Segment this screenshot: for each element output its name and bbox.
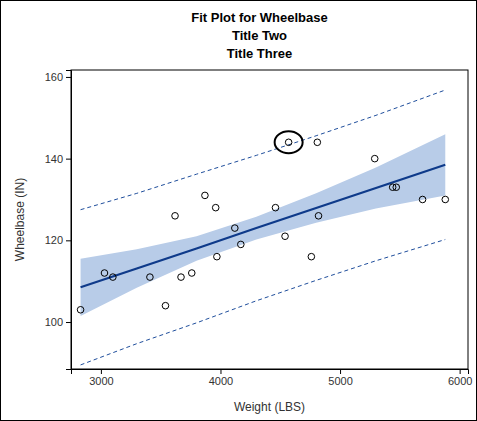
tick-mark [220,369,221,374]
point [101,270,108,277]
tick-label: 3000 [89,375,113,387]
point [110,274,117,281]
outer-border [1,1,477,421]
point [202,192,209,199]
confidence-band [81,134,446,316]
tick-mark [66,159,71,160]
tick: 120 [45,234,71,246]
plot-frame [71,70,468,369]
fit-line [81,165,446,288]
y-axis-title: Wheelbase (IN) [13,178,27,261]
point [315,213,322,220]
point [393,184,400,191]
tick-label: 6000 [448,375,472,387]
x-axis: 3000 4000 5000 6000 [72,369,473,387]
axis-line [72,370,469,375]
tick-mark [66,322,71,323]
tick-mark [460,369,461,374]
tick-mark [66,77,71,78]
point [77,306,84,313]
tick-mark [340,369,341,374]
point [232,225,239,232]
highlight-ellipse [275,131,303,153]
y-axis: 100 120 140 160 [45,71,72,370]
point [188,270,195,277]
tick: 6000 [448,369,472,387]
tick: 3000 [89,369,113,387]
tick-label: 100 [45,316,63,328]
point [238,241,245,248]
point [272,204,279,211]
title: Fit Plot for Wheelbase [191,10,328,25]
tick-mark [66,240,71,241]
prediction-limit [81,90,446,210]
tick-label: 120 [45,234,63,246]
axis-line [66,71,72,370]
tick-label: 140 [45,153,63,165]
point [282,233,289,240]
point [308,253,315,260]
point [162,302,169,309]
tick-label: 4000 [209,375,233,387]
plot-area [77,90,448,365]
point [214,253,221,260]
tick-label: 5000 [328,375,352,387]
x-axis-title: Weight (LBS) [234,400,305,414]
tick: 5000 [328,369,352,387]
tick-mark [101,369,102,374]
point [212,204,219,211]
subtitle: Title Three [227,46,293,61]
point [314,139,321,146]
point [285,139,292,146]
prediction-limit [81,240,446,365]
point [419,196,426,203]
point [442,196,449,203]
point [371,155,378,162]
tick: 160 [45,71,71,83]
tick: 100 [45,316,71,328]
tick: 4000 [209,369,233,387]
subtitle: Title Two [232,28,287,43]
point [172,213,179,220]
point [178,274,185,281]
tick: 140 [45,153,71,165]
tick-label: 160 [45,71,63,83]
point [147,274,154,281]
chart: Fit Plot for Wheelbase Title Two Title Thr… [0,0,477,421]
